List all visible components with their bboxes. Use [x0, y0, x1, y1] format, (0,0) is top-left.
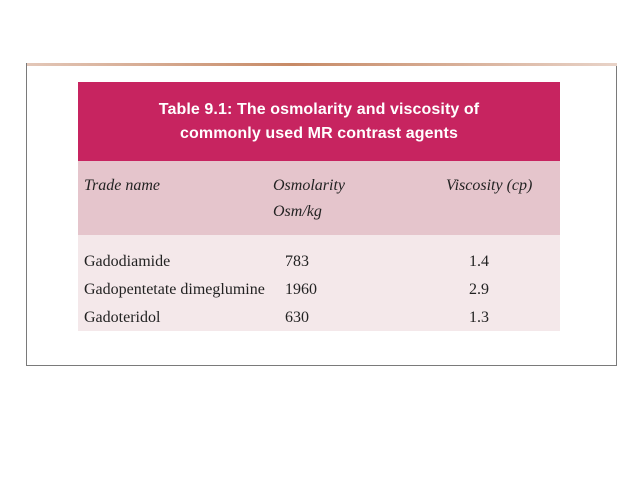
table-caption: Table 9.1: The osmolarity and viscosity …	[78, 82, 560, 161]
header-trade-name: Trade name	[84, 177, 160, 194]
header-osmolarity-unit: Osm/kg	[273, 203, 322, 220]
header-osmolarity: Osmolarity Osm/kg	[273, 173, 345, 225]
contrast-agents-table: Table 9.1: The osmolarity and viscosity …	[78, 82, 560, 331]
table-caption-line-1: Table 9.1: The osmolarity and viscosity …	[158, 100, 480, 118]
cell-viscosity: 1.4	[469, 253, 489, 270]
table-row: Gadoteridol 630 1.3	[78, 303, 560, 332]
header-osmolarity-label: Osmolarity	[273, 177, 345, 194]
cell-osmolarity: 1960	[285, 281, 317, 298]
cell-osmolarity: 783	[285, 253, 309, 270]
cell-trade-name: Gadodiamide	[84, 253, 171, 270]
cell-viscosity: 1.3	[469, 309, 489, 326]
header-viscosity: Viscosity (cp)	[446, 177, 533, 194]
slide-top-rule	[27, 63, 617, 66]
table-row: Gadodiamide 783 1.4	[78, 247, 560, 276]
table-row: Gadopentetate dimeglumine 1960 2.9	[78, 275, 560, 304]
table-body: Gadodiamide 783 1.4 Gadopentetate dimegl…	[78, 235, 560, 331]
table-caption-line-2: commonly used MR contrast agents	[180, 124, 458, 142]
table-header-row: Trade name Osmolarity Osm/kg Viscosity (…	[78, 161, 560, 235]
cell-trade-name: Gadopentetate dimeglumine	[84, 281, 265, 298]
cell-osmolarity: 630	[285, 309, 309, 326]
cell-trade-name: Gadoteridol	[84, 309, 161, 326]
cell-viscosity: 2.9	[469, 281, 489, 298]
